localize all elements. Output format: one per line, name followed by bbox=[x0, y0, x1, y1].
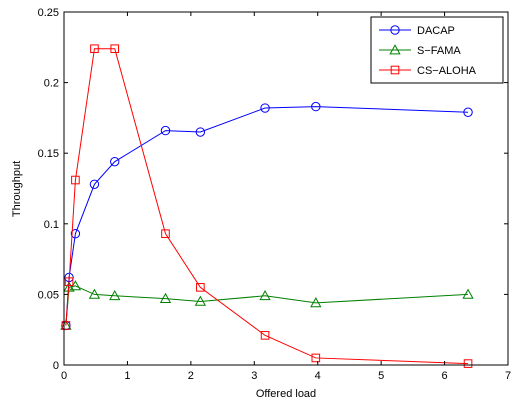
data-point-dacap bbox=[110, 156, 120, 167]
data-point-s-fama bbox=[462, 288, 474, 299]
x-tick-label: 0 bbox=[61, 370, 67, 382]
data-point-cs-aloha bbox=[110, 44, 120, 54]
x-tick-label: 4 bbox=[315, 370, 321, 382]
data-point-cs-aloha bbox=[311, 353, 321, 363]
legend-item-cs-aloha: CS−ALOHA bbox=[379, 65, 477, 77]
legend-marker-dacap bbox=[390, 25, 400, 35]
series-s-fama bbox=[60, 280, 474, 330]
y-tick-label: 0.1 bbox=[44, 219, 59, 231]
x-axis-label: Offered load bbox=[256, 388, 316, 400]
data-point-s-fama bbox=[259, 289, 271, 301]
series-layer bbox=[60, 44, 474, 368]
legend-item-dacap: DACAP bbox=[379, 25, 455, 37]
data-point-cs-aloha bbox=[71, 175, 80, 185]
data-point-cs-aloha bbox=[196, 283, 205, 292]
series-cs-aloha bbox=[61, 44, 473, 368]
data-point-cs-aloha bbox=[61, 321, 71, 330]
data-point-s-fama bbox=[194, 295, 207, 306]
legend: DACAP S−FAMA CS−ALOHA bbox=[370, 16, 504, 84]
data-point-s-fama bbox=[310, 297, 322, 308]
series-line-dacap bbox=[65, 106, 469, 326]
legend-label: DACAP bbox=[417, 25, 455, 37]
data-point-cs-aloha bbox=[64, 277, 74, 286]
data-point-cs-aloha bbox=[161, 229, 170, 238]
axes-layer: 0 1 2 3 4 5 6 7 0 0.05 0.1 0.15 0.2 0.25 bbox=[38, 7, 511, 382]
x-tick-label: 7 bbox=[505, 370, 511, 382]
legend-label: CS−ALOHA bbox=[417, 65, 477, 77]
axes-frame bbox=[63, 11, 509, 366]
legend-item-s-fama: S−FAMA bbox=[379, 44, 461, 57]
data-point-dacap bbox=[463, 107, 473, 117]
x-tick-label: 6 bbox=[442, 370, 448, 382]
y-tick-label: 0.15 bbox=[38, 148, 59, 160]
data-point-s-fama bbox=[88, 288, 101, 299]
data-point-dacap bbox=[89, 179, 100, 189]
data-point-cs-aloha bbox=[90, 44, 99, 54]
data-point-dacap bbox=[160, 125, 171, 136]
x-tick-label: 1 bbox=[124, 370, 130, 382]
data-point-cs-aloha bbox=[260, 331, 270, 340]
legend-label: S−FAMA bbox=[417, 45, 461, 57]
y-tick-label: 0.2 bbox=[44, 78, 59, 90]
legend-marker-s-fama bbox=[389, 44, 401, 55]
x-tick-label: 5 bbox=[378, 370, 384, 382]
data-point-dacap bbox=[195, 127, 206, 137]
data-point-dacap bbox=[70, 228, 81, 239]
y-tick-label: 0 bbox=[53, 360, 59, 372]
y-axis-label: Throughput bbox=[11, 161, 23, 217]
y-tick-label: 0.25 bbox=[38, 7, 59, 19]
data-point-s-fama bbox=[63, 281, 75, 292]
data-point-dacap bbox=[311, 101, 321, 112]
legend-marker-cs-aloha bbox=[390, 65, 400, 75]
series-line-cs-aloha bbox=[65, 48, 469, 365]
y-tick-label: 0.05 bbox=[38, 289, 59, 301]
data-point-cs-aloha bbox=[463, 359, 473, 368]
data-point-dacap bbox=[260, 103, 270, 113]
data-point-s-fama bbox=[159, 292, 172, 303]
x-tick-label: 2 bbox=[188, 370, 194, 382]
x-tick-label: 3 bbox=[251, 370, 257, 382]
data-point-s-fama bbox=[109, 289, 121, 301]
